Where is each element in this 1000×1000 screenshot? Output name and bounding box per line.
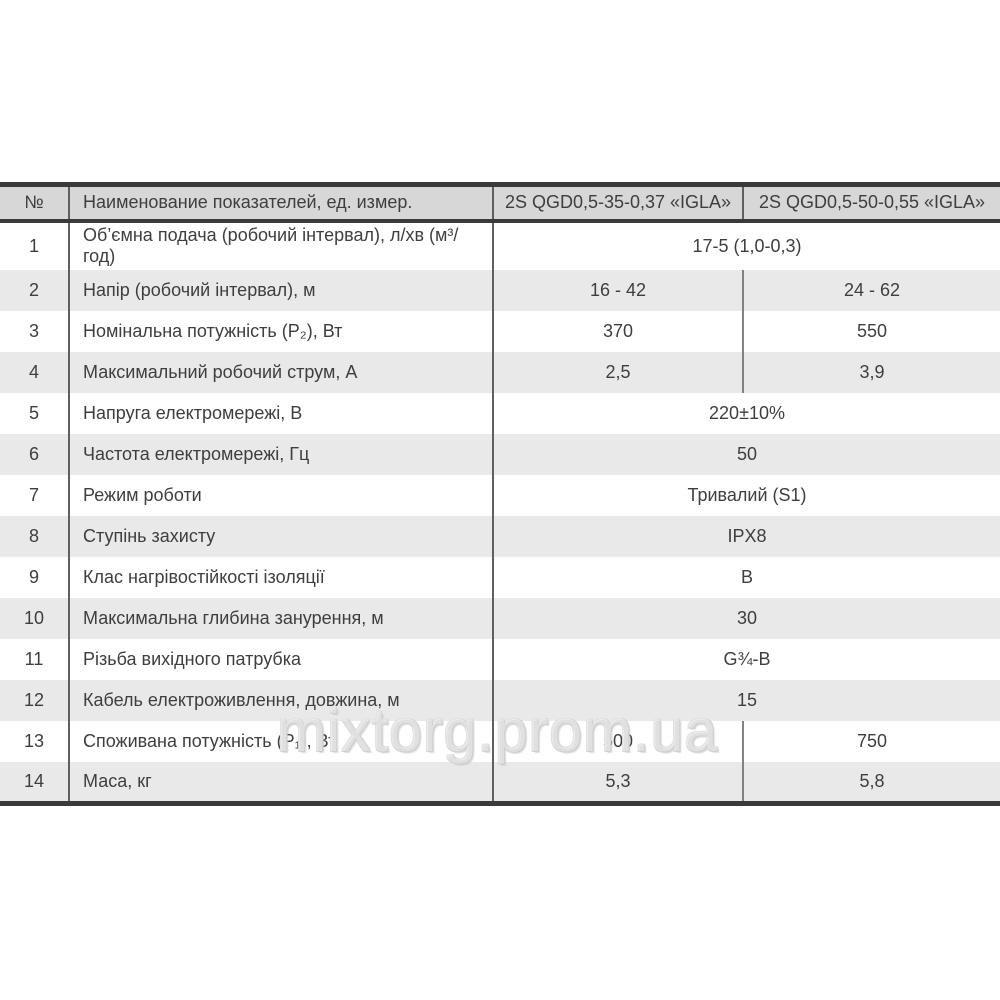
table-row: 11 Різьба вихідного патрубка G¾-В xyxy=(0,639,1000,681)
table-row: 2 Напір (робочий інтервал), м 16 - 42 24… xyxy=(0,270,1000,312)
row-number: 12 xyxy=(0,680,70,722)
table-row: 8 Ступінь захисту IPX8 xyxy=(0,516,1000,558)
row-number: 9 xyxy=(0,557,70,599)
spec-value-shared: 30 xyxy=(493,598,1000,640)
spec-label: Кабель електроживлення, довжина, м xyxy=(69,680,494,722)
spec-value-shared: 50 xyxy=(493,434,1000,476)
row-number: 4 xyxy=(0,352,70,394)
pump-specifications-table: № Наименование показателей, ед. измер. 2… xyxy=(0,182,1000,806)
spec-label: Максимальна глибина занурення, м xyxy=(69,598,494,640)
spec-value-model-2: 550 xyxy=(742,311,1000,353)
spec-value-model-2: 24 - 62 xyxy=(742,270,1000,312)
spec-value-shared: IPX8 xyxy=(493,516,1000,558)
row-number: 3 xyxy=(0,311,70,353)
spec-label: Режим роботи xyxy=(69,475,494,517)
spec-label: Номінальна потужність (P₂), Вт xyxy=(69,311,494,353)
column-header-model-1: 2S QGD0,5-35-0,37 «IGLA» xyxy=(493,182,743,223)
table-row: 10 Максимальна глибина занурення, м 30 xyxy=(0,598,1000,640)
row-number: 8 xyxy=(0,516,70,558)
table-row: 13 Споживана потужність (P₁), Вт 500 750 xyxy=(0,721,1000,763)
spec-label: Різьба вихідного патрубка xyxy=(69,639,494,681)
table-row: 12 Кабель електроживлення, довжина, м 15 xyxy=(0,680,1000,722)
row-number: 5 xyxy=(0,393,70,435)
spec-value-model-2: 750 xyxy=(742,721,1000,763)
table-row: 7 Режим роботи Тривалий (S1) xyxy=(0,475,1000,517)
spec-label: Об’ємна подача (робочий інтервал), л/хв … xyxy=(69,220,494,271)
header-row: № Наименование показателей, ед. измер. 2… xyxy=(0,182,1000,223)
spec-table: № Наименование показателей, ед. измер. 2… xyxy=(0,182,1000,806)
spec-value-model-2: 5,8 xyxy=(742,762,1000,806)
spec-label: Напруга електромережі, В xyxy=(69,393,494,435)
row-number: 2 xyxy=(0,270,70,312)
row-number: 14 xyxy=(0,762,70,806)
spec-value-shared: В xyxy=(493,557,1000,599)
table-row: 4 Максимальний робочий струм, А 2,5 3,9 xyxy=(0,352,1000,394)
spec-label: Маса, кг xyxy=(69,762,494,806)
table-row: 5 Напруга електромережі, В 220±10% xyxy=(0,393,1000,435)
column-header-number: № xyxy=(0,182,70,223)
spec-value-model-2: 3,9 xyxy=(742,352,1000,394)
spec-label: Частота електромережі, Гц xyxy=(69,434,494,476)
spec-value-model-1: 500 xyxy=(493,721,743,763)
table-row: 1 Об’ємна подача (робочий інтервал), л/х… xyxy=(0,220,1000,271)
spec-value-shared: 15 xyxy=(493,680,1000,722)
spec-label: Напір (робочий інтервал), м xyxy=(69,270,494,312)
spec-value-model-1: 2,5 xyxy=(493,352,743,394)
spec-value-model-1: 16 - 42 xyxy=(493,270,743,312)
spec-value-shared: G¾-В xyxy=(493,639,1000,681)
spec-value-shared: 220±10% xyxy=(493,393,1000,435)
row-number: 1 xyxy=(0,220,70,271)
row-number: 7 xyxy=(0,475,70,517)
table-row: 9 Клас нагрівостійкості ізоляції В xyxy=(0,557,1000,599)
row-number: 11 xyxy=(0,639,70,681)
spec-value-model-1: 370 xyxy=(493,311,743,353)
row-number: 10 xyxy=(0,598,70,640)
spec-label: Максимальний робочий струм, А xyxy=(69,352,494,394)
row-number: 6 xyxy=(0,434,70,476)
column-header-parameter: Наименование показателей, ед. измер. xyxy=(69,182,494,223)
table-row: 3 Номінальна потужність (P₂), Вт 370 550 xyxy=(0,311,1000,353)
spec-value-shared: Тривалий (S1) xyxy=(493,475,1000,517)
column-header-model-2: 2S QGD0,5-50-0,55 «IGLA» xyxy=(742,182,1000,223)
spec-label: Клас нагрівостійкості ізоляції xyxy=(69,557,494,599)
spec-value-model-1: 5,3 xyxy=(493,762,743,806)
row-number: 13 xyxy=(0,721,70,763)
spec-label: Споживана потужність (P₁), Вт xyxy=(69,721,494,763)
table-row: 6 Частота електромережі, Гц 50 xyxy=(0,434,1000,476)
spec-value-shared: 17-5 (1,0-0,3) xyxy=(493,220,1000,271)
spec-label: Ступінь захисту xyxy=(69,516,494,558)
table-row: 14 Маса, кг 5,3 5,8 xyxy=(0,762,1000,806)
